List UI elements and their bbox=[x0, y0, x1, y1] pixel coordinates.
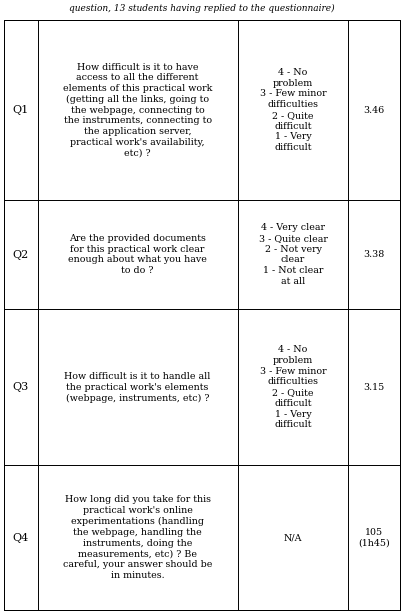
Bar bbox=[4, 20, 400, 200]
Bar bbox=[4, 466, 400, 610]
Text: Q4: Q4 bbox=[13, 533, 29, 543]
Text: 3.46: 3.46 bbox=[364, 106, 385, 115]
Bar bbox=[4, 309, 400, 466]
Bar bbox=[4, 200, 400, 309]
Text: How difficult is it to handle all
the practical work's elements
(webpage, instru: How difficult is it to handle all the pr… bbox=[65, 372, 211, 403]
Text: Q1: Q1 bbox=[13, 105, 29, 115]
Text: question, 13 students having replied to the questionnaire): question, 13 students having replied to … bbox=[69, 4, 335, 13]
Text: 4 - No
problem
3 - Few minor
difficulties
2 - Quite
difficult
1 - Very
difficult: 4 - No problem 3 - Few minor difficultie… bbox=[260, 345, 326, 430]
Text: Q2: Q2 bbox=[13, 249, 29, 260]
Text: How difficult is it to have
access to all the different
elements of this practic: How difficult is it to have access to al… bbox=[63, 62, 213, 158]
Text: 4 - Very clear
3 - Quite clear
2 - Not very
clear
1 - Not clear
at all: 4 - Very clear 3 - Quite clear 2 - Not v… bbox=[259, 223, 328, 286]
Text: Are the provided documents
for this practical work clear
enough about what you h: Are the provided documents for this prac… bbox=[68, 234, 207, 275]
Text: N/A: N/A bbox=[284, 533, 302, 542]
Text: 3.15: 3.15 bbox=[364, 382, 385, 392]
Text: 4 - No
problem
3 - Few minor
difficulties
2 - Quite
difficult
1 - Very
difficult: 4 - No problem 3 - Few minor difficultie… bbox=[260, 68, 326, 152]
Text: Q3: Q3 bbox=[13, 382, 29, 392]
Text: 105
(1h45): 105 (1h45) bbox=[358, 528, 390, 547]
Text: 3.38: 3.38 bbox=[364, 250, 385, 259]
Text: How long did you take for this
practical work's online
experimentations (handlin: How long did you take for this practical… bbox=[63, 496, 213, 580]
